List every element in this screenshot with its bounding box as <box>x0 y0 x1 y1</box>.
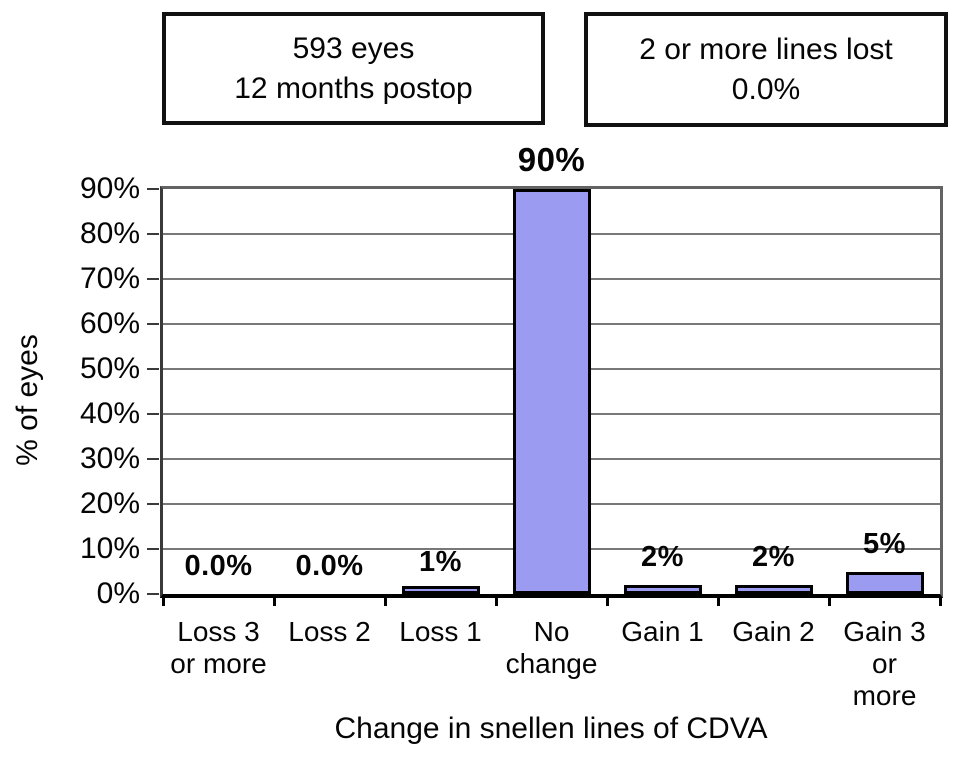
y-tick-10 <box>147 548 159 550</box>
y-tick-0 <box>147 593 159 595</box>
x-tick-4 <box>605 597 609 606</box>
y-tick-label-40: 40% <box>79 397 140 430</box>
bar-gain-2 <box>734 585 813 594</box>
bar-gain-1 <box>623 585 702 594</box>
annotation-box-eyes: 593 eyes 12 months postop <box>162 12 545 125</box>
annotation-box-lines-lost-line2: 0.0% <box>731 72 801 106</box>
y-tick-label-20: 20% <box>79 487 140 520</box>
bar-loss-1 <box>401 586 480 594</box>
y-tick-label-10: 10% <box>79 532 140 565</box>
y-tick-label-70: 70% <box>79 262 140 295</box>
y-tick-30 <box>147 458 159 460</box>
category-label-loss-3-or-more: Loss 3 or more <box>170 616 267 679</box>
y-tick-70 <box>147 278 159 280</box>
annotation-box-lines-lost: 2 or more lines lost 0.0% <box>584 12 948 127</box>
value-label-loss-3-or-more: 0.0% <box>184 550 253 582</box>
y-tick-20 <box>147 503 159 505</box>
y-tick-label-0: 0% <box>96 577 140 610</box>
value-label-gain-1: 2% <box>641 541 684 573</box>
x-tick-2 <box>383 597 387 606</box>
category-label-gain-3-or-more: Gain 3 or more <box>843 616 926 711</box>
annotation-box-eyes-line2: 12 months postop <box>234 71 473 105</box>
x-tick-3 <box>494 597 498 606</box>
y-tick-label-60: 60% <box>79 307 140 340</box>
y-tick-40 <box>147 413 159 415</box>
value-label-no-change: 90% <box>517 141 586 178</box>
x-tick-1 <box>272 597 276 606</box>
value-label-loss-1: 1% <box>419 545 462 578</box>
plot-area <box>160 186 943 598</box>
y-tick-label-80: 80% <box>79 217 140 250</box>
y-tick-50 <box>147 368 159 370</box>
y-tick-60 <box>147 323 159 325</box>
y-tick-label-30: 30% <box>79 442 140 475</box>
category-label-gain-2: Gain 2 <box>732 616 815 647</box>
category-label-gain-1: Gain 1 <box>621 616 704 647</box>
value-label-gain-2: 2% <box>752 541 795 573</box>
y-tick-label-90: 90% <box>79 172 140 205</box>
x-tick-5 <box>716 597 720 606</box>
value-label-loss-2: 0.0% <box>295 550 364 582</box>
bar-no-change <box>512 189 591 594</box>
category-label-loss-2: Loss 2 <box>288 616 371 647</box>
annotation-box-eyes-line1: 593 eyes <box>292 31 415 65</box>
value-label-gain-3-or-more: 5% <box>863 527 906 560</box>
y-tick-90 <box>147 188 159 190</box>
x-tick-0 <box>161 597 165 606</box>
y-tick-80 <box>147 233 159 235</box>
category-label-no-change: No change <box>505 616 598 679</box>
x-tick-7 <box>938 597 942 606</box>
category-label-loss-1: Loss 1 <box>399 616 482 647</box>
annotation-box-lines-lost-line1: 2 or more lines lost <box>639 32 893 66</box>
bar-gain-3-or-more <box>845 571 924 594</box>
y-tick-label-50: 50% <box>79 352 140 385</box>
x-tick-6 <box>827 597 831 606</box>
x-axis-title: Change in snellen lines of CDVA <box>334 712 768 745</box>
